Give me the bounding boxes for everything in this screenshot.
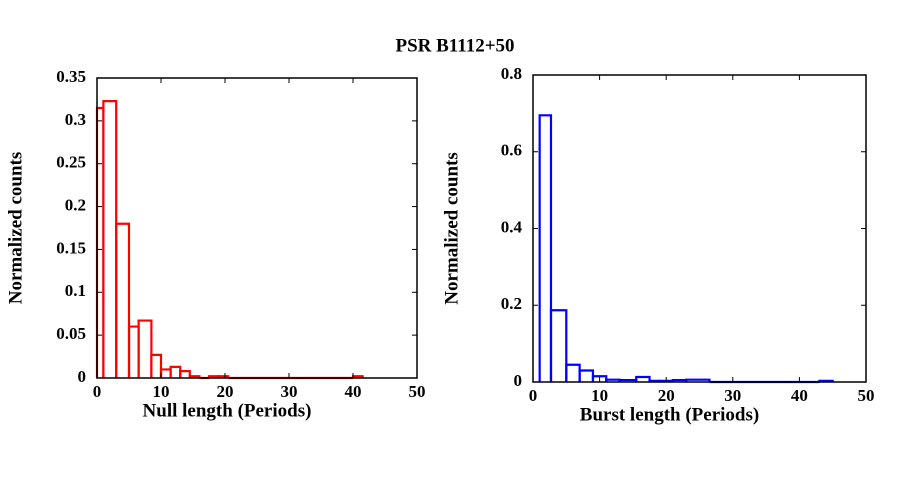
y-tick-label: 0.2 [65, 195, 86, 214]
x-tick-label: 10 [153, 382, 170, 401]
histogram-bar [159, 368, 172, 378]
x-tick-label: 30 [281, 382, 298, 401]
histogram-bar [635, 375, 651, 382]
histogram-bar [565, 363, 581, 382]
y-tick-label: 0.15 [56, 238, 86, 257]
histogram-bar [115, 222, 131, 378]
histogram-bar [137, 319, 153, 378]
x-tick-label: 0 [529, 386, 538, 405]
x-tick-label: 20 [658, 386, 675, 405]
y-tick-label: 0.25 [56, 153, 86, 172]
histogram-bar [102, 100, 118, 378]
y-tick-label: 0.8 [501, 64, 522, 83]
y-tick-label: 0.4 [501, 217, 523, 236]
figure-title: PSR B1112+50 [395, 35, 514, 56]
histogram-bar [578, 369, 595, 382]
y-tick-label: 0.3 [65, 110, 86, 129]
x-tick-label: 30 [724, 386, 741, 405]
y-tick-label: 0.6 [501, 141, 522, 160]
x-tick-label: 50 [409, 382, 426, 401]
x-axis-label: Burst length (Periods) [580, 404, 759, 425]
y-axis-label: Normalized counts [441, 152, 462, 305]
x-tick-label: 40 [791, 386, 808, 405]
histogram-bar [685, 378, 711, 382]
x-tick-label: 0 [93, 382, 102, 401]
y-tick-label: 0.05 [56, 324, 86, 343]
y-axis-label: Normalized counts [5, 152, 26, 305]
y-tick-label: 0.1 [65, 281, 86, 300]
plot-frame [96, 77, 418, 379]
y-tick-label: 0.2 [501, 294, 522, 313]
y-tick-label: 0 [514, 371, 523, 390]
histogram-bar [538, 114, 553, 382]
x-tick-label: 50 [858, 386, 875, 405]
histogram-bar [127, 325, 140, 378]
y-tick-label: 0 [78, 367, 87, 386]
x-tick-label: 10 [591, 386, 608, 405]
histogram-bar [169, 365, 182, 378]
histogram-bar [150, 353, 163, 378]
plot-frame [532, 74, 867, 383]
histogram-bar [549, 309, 568, 382]
histogram-bar [179, 370, 191, 378]
y-tick-label: 0.35 [56, 67, 86, 86]
x-tick-label: 40 [345, 382, 362, 401]
x-axis-label: Null length (Periods) [143, 400, 312, 421]
x-tick-label: 20 [217, 382, 234, 401]
